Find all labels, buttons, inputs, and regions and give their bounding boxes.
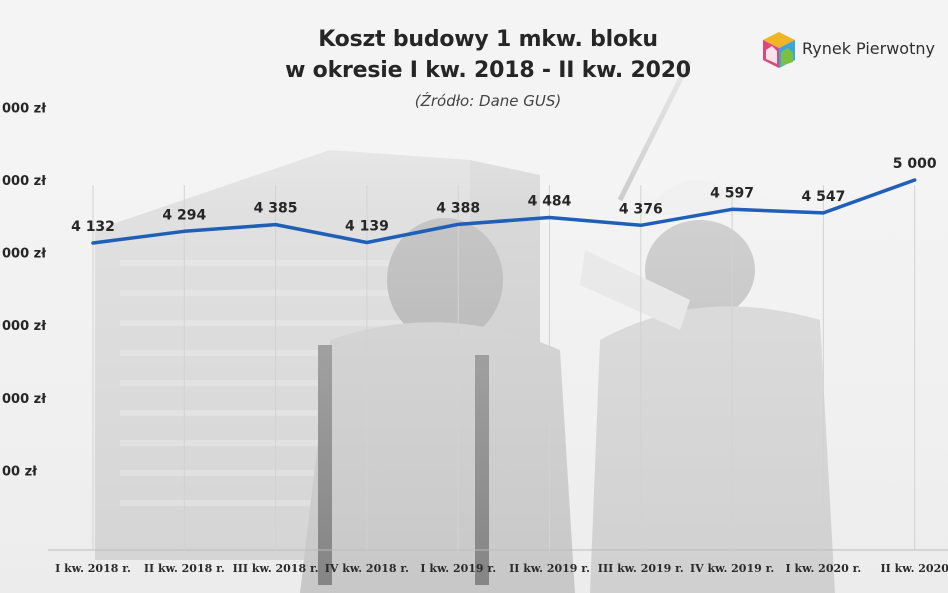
chart-title-line2: w okresie I kw. 2018 - II kw. 2020 bbox=[285, 58, 691, 83]
data-label: 4 385 bbox=[254, 201, 298, 217]
x-tick-label: I kw. 2020 r. bbox=[786, 562, 862, 575]
data-label: 4 294 bbox=[162, 207, 206, 223]
x-tick-label: III kw. 2018 r. bbox=[233, 562, 319, 575]
x-tick-label: II kw. 2020 bbox=[881, 562, 948, 575]
data-label: 4 139 bbox=[345, 219, 389, 235]
logo-cube-icon bbox=[763, 32, 795, 68]
data-label: 4 376 bbox=[619, 201, 663, 217]
data-label: 4 547 bbox=[801, 189, 845, 205]
y-tick-label: 000 zł bbox=[2, 392, 47, 407]
chart-source: (Źródło: Dane GUS) bbox=[414, 92, 562, 110]
data-label: 4 388 bbox=[436, 200, 480, 216]
logo-text: Rynek Pierwotny bbox=[802, 39, 935, 58]
y-tick-label: 00 zł bbox=[2, 464, 38, 479]
chart-title-line1: Koszt budowy 1 mkw. bloku bbox=[318, 27, 658, 52]
x-tick-label: II kw. 2019 r. bbox=[509, 562, 590, 575]
series-line bbox=[91, 178, 917, 245]
data-label: 5 000 bbox=[893, 156, 937, 172]
x-tick-label: I kw. 2019 r. bbox=[420, 562, 496, 575]
y-tick-label: 000 zł bbox=[2, 247, 47, 262]
x-tick-label: IV kw. 2019 r. bbox=[690, 562, 774, 575]
y-tick-label: 000 zł bbox=[2, 174, 47, 189]
x-tick-label: IV kw. 2018 r. bbox=[325, 562, 409, 575]
x-tick-label: I kw. 2018 r. bbox=[55, 562, 131, 575]
data-label: 4 484 bbox=[528, 193, 572, 209]
x-tick-label: II kw. 2018 r. bbox=[144, 562, 225, 575]
data-label: 4 132 bbox=[71, 219, 115, 235]
brand-logo: Rynek Pierwotny bbox=[760, 30, 948, 70]
y-tick-label: 000 zł bbox=[2, 319, 47, 334]
y-tick-label: 000 zł bbox=[2, 101, 47, 116]
data-label: 4 597 bbox=[710, 185, 754, 201]
x-tick-label: III kw. 2019 r. bbox=[598, 562, 684, 575]
